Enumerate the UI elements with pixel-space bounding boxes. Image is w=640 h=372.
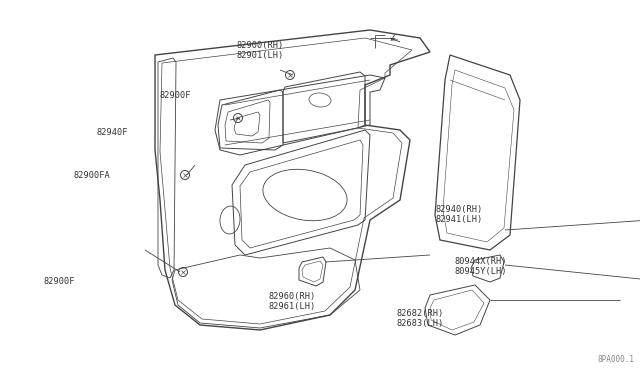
Text: 8PA000.1: 8PA000.1 [598,355,635,364]
Text: 82900FA: 82900FA [74,171,110,180]
Text: 80944X(RH)
80945Y(LH): 80944X(RH) 80945Y(LH) [454,257,507,276]
Text: 82940(RH)
82941(LH): 82940(RH) 82941(LH) [435,205,483,224]
Text: 82960(RH)
82961(LH): 82960(RH) 82961(LH) [269,292,316,311]
Text: 82900F: 82900F [44,277,75,286]
Text: 82940F: 82940F [96,128,127,137]
Text: 82682(RH)
82683(LH): 82682(RH) 82683(LH) [397,309,444,328]
Text: 82900F: 82900F [160,91,191,100]
Text: 82900(RH)
82901(LH): 82900(RH) 82901(LH) [237,41,284,60]
